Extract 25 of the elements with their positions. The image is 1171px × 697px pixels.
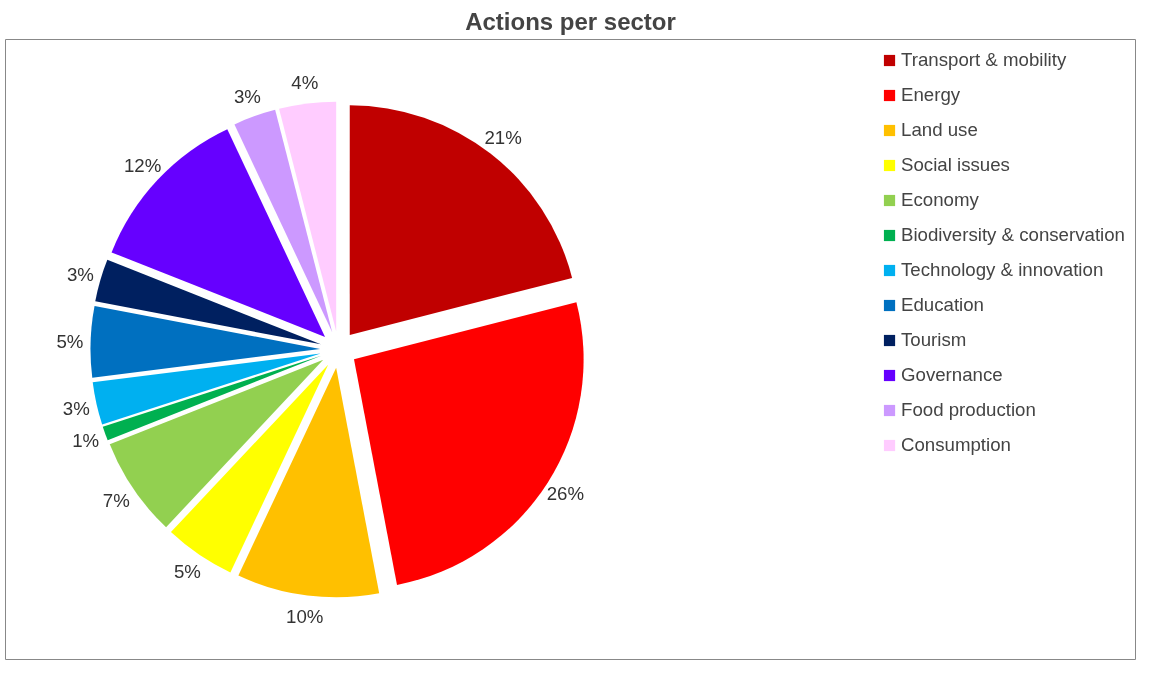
data-label: 3% [62,397,90,419]
data-label: 21% [484,126,522,148]
chart-title: Actions per sector [465,7,676,35]
legend-label: Technology & innovation [901,259,1104,281]
data-label: 10% [286,605,324,627]
legend-label: Tourism [901,329,967,351]
data-label: 26% [546,482,584,504]
legend-label: Economy [901,189,979,211]
legend-label: Governance [901,364,1003,386]
legend-label: Energy [901,84,961,106]
legend-label: Food production [901,399,1036,421]
legend-label: Land use [901,119,978,141]
data-label: 12% [123,155,162,177]
legend-label: Biodiversity & conservation [901,224,1125,246]
data-label: 5% [173,561,201,583]
legend-label: Social issues [901,154,1010,176]
data-label: 5% [56,330,84,352]
data-label: 1% [72,430,100,452]
data-label: 7% [102,490,130,512]
legend-label: Transport & mobility [901,49,1067,71]
data-label: 3% [66,264,94,286]
legend-label: Education [901,294,984,316]
legend-label: Consumption [901,434,1011,456]
data-label: 4% [291,72,319,94]
data-label: 3% [233,86,261,108]
